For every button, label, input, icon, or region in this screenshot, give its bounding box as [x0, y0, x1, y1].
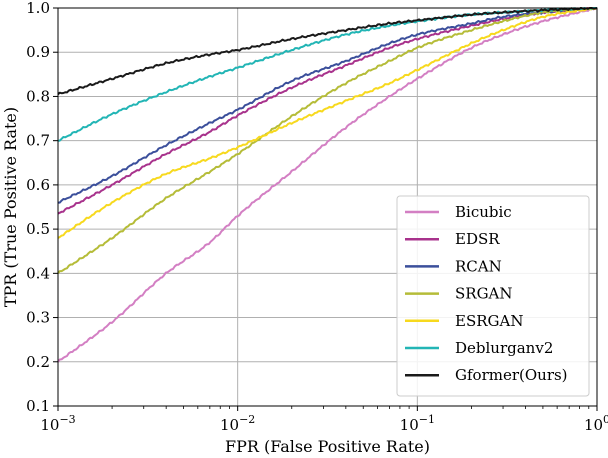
x-tick-label: 10−1 [400, 413, 435, 434]
legend-label: EDSR [455, 230, 500, 248]
y-tick-label: 0.1 [26, 397, 50, 415]
y-axis-ticks: 0.1 0.2 0.3 0.4 0.5 0.6 0.7 0.8 0.9 1.0 [26, 0, 58, 415]
series-line-rcan [58, 7, 597, 204]
legend: Bicubic EDSR RCAN SRGAN ESRGAN Deblurganv2 Gfo… [396, 195, 590, 397]
x-tick-exponent: 0 [603, 413, 608, 426]
x-tick-exponent: −3 [59, 413, 75, 426]
y-tick-label: 0.6 [26, 176, 50, 194]
legend-label: Deblurganv2 [455, 339, 553, 357]
x-axis-ticks: 10−3 10−2 10−1 100 [40, 406, 608, 434]
x-tick-base: 10 [220, 416, 239, 434]
legend-box [396, 195, 590, 397]
y-tick-label: 0.3 [26, 309, 50, 327]
x-tick-base: 10 [584, 416, 603, 434]
legend-label: Gformer(Ours) [455, 366, 568, 384]
legend-label: SRGAN [455, 285, 513, 303]
x-tick-label: 10−2 [220, 413, 255, 434]
x-tick-label: 100 [584, 413, 608, 434]
y-tick-label: 0.2 [26, 353, 50, 371]
y-tick-label: 1.0 [26, 0, 50, 17]
series-line-srgan [57, 7, 598, 274]
x-axis-label: FPR (False Positive Rate) [225, 437, 430, 456]
series-lines [57, 7, 598, 363]
y-tick-label: 0.5 [26, 220, 50, 238]
x-tick-base: 10 [400, 416, 419, 434]
x-tick-label: 10−3 [40, 413, 75, 434]
series-line-gformer-ours- [57, 7, 598, 95]
series-line-deblurganv2 [57, 7, 597, 142]
y-tick-label: 0.9 [26, 43, 50, 61]
plot-frame [57, 7, 598, 407]
x-tick-exponent: −2 [239, 413, 255, 426]
legend-label: ESRGAN [455, 312, 523, 330]
series-line-bicubic [57, 7, 598, 363]
x-tick-exponent: −1 [419, 413, 435, 426]
y-axis-label: TPR (True Positive Rate) [1, 107, 20, 307]
y-tick-label: 0.4 [26, 264, 50, 282]
series-line-edsr [57, 7, 598, 215]
y-tick-label: 0.7 [26, 132, 50, 150]
y-tick-label: 0.8 [26, 87, 50, 105]
legend-label: Bicubic [455, 203, 512, 221]
x-tick-base: 10 [40, 416, 59, 434]
series-line-esrgan [57, 7, 598, 239]
legend-label: RCAN [455, 257, 502, 275]
